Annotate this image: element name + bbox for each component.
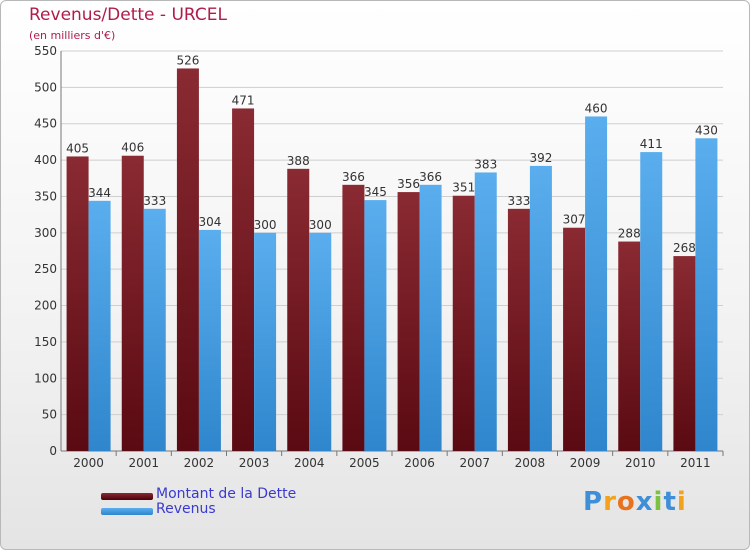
y-tick-label: 250 bbox=[34, 262, 57, 276]
data-label-revenus: 383 bbox=[474, 157, 497, 171]
bar-dette bbox=[232, 108, 255, 452]
logo-letter: r bbox=[603, 487, 617, 517]
data-label-revenus: 300 bbox=[309, 218, 332, 232]
x-tick-label: 2004 bbox=[294, 456, 325, 470]
logo-letter: P bbox=[583, 487, 604, 517]
bar-revenus bbox=[695, 138, 718, 452]
data-label-revenus: 304 bbox=[198, 215, 221, 229]
y-tick-label: 450 bbox=[34, 117, 57, 131]
data-label-dette: 307 bbox=[563, 213, 586, 227]
bar-revenus bbox=[88, 200, 111, 451]
data-label-dette: 388 bbox=[287, 154, 310, 168]
bar-revenus bbox=[640, 152, 663, 451]
bar-dette bbox=[287, 168, 310, 451]
bar-dette bbox=[673, 256, 696, 451]
legend-label-revenus: Revenus bbox=[156, 501, 216, 517]
bar-revenus bbox=[585, 116, 608, 452]
logo-letter: x bbox=[635, 487, 654, 517]
legend-swatch-revenus bbox=[101, 508, 153, 515]
legend-label-dette: Montant de la Dette bbox=[156, 486, 297, 502]
data-labels: 4053444063335263044713003883003663453563… bbox=[66, 53, 718, 255]
grid-lines bbox=[61, 50, 723, 452]
bar-dette bbox=[452, 195, 475, 451]
chart-subtitle: (en milliers d'€) bbox=[29, 29, 116, 42]
x-tick-label: 2007 bbox=[459, 456, 490, 470]
bar-dette bbox=[507, 208, 530, 451]
proxiti-logo: Proxiti bbox=[583, 487, 687, 517]
bar-dette bbox=[176, 68, 199, 452]
data-label-dette: 366 bbox=[342, 170, 365, 184]
data-label-revenus: 345 bbox=[364, 185, 387, 199]
data-label-dette: 333 bbox=[507, 194, 530, 208]
data-label-revenus: 411 bbox=[640, 137, 663, 151]
x-tick-label: 2003 bbox=[239, 456, 270, 470]
data-label-dette: 526 bbox=[176, 53, 199, 67]
data-label-revenus: 460 bbox=[585, 101, 608, 115]
x-tick-label: 2002 bbox=[184, 456, 215, 470]
y-tick-label: 400 bbox=[34, 153, 57, 167]
logo-letter: t bbox=[663, 487, 677, 517]
legend-swatch-dette bbox=[101, 493, 153, 500]
bars bbox=[66, 68, 718, 452]
data-label-dette: 471 bbox=[232, 93, 255, 107]
y-tick-label: 50 bbox=[42, 408, 57, 422]
data-label-dette: 406 bbox=[121, 141, 144, 155]
bar-dette bbox=[563, 227, 586, 451]
bar-revenus bbox=[419, 184, 442, 451]
x-tick-label: 2001 bbox=[128, 456, 159, 470]
data-label-dette: 268 bbox=[673, 241, 696, 255]
axes: 0 50 100 150 200 250 300 350 400 450 500 550 2000 200… bbox=[34, 44, 724, 470]
bar-revenus bbox=[529, 165, 552, 451]
bar-revenus bbox=[254, 232, 277, 451]
y-tick-label: 200 bbox=[34, 299, 57, 313]
bar-revenus bbox=[474, 172, 497, 452]
data-label-dette: 288 bbox=[618, 227, 641, 241]
bar-dette bbox=[342, 184, 365, 451]
data-label-revenus: 300 bbox=[254, 218, 277, 232]
data-label-dette: 356 bbox=[397, 177, 420, 191]
chart-title: Revenus/Dette - URCEL bbox=[29, 5, 227, 25]
x-tick-label: 2008 bbox=[515, 456, 546, 470]
bar-dette bbox=[66, 156, 89, 452]
bar-revenus bbox=[309, 232, 332, 451]
bar-revenus bbox=[198, 229, 221, 451]
x-tick-label: 2009 bbox=[570, 456, 601, 470]
data-label-revenus: 333 bbox=[143, 194, 166, 208]
bar-dette bbox=[121, 155, 144, 451]
bar-dette bbox=[618, 241, 641, 451]
data-label-revenus: 366 bbox=[419, 170, 442, 184]
y-tick-label: 100 bbox=[34, 371, 57, 385]
data-label-revenus: 344 bbox=[88, 186, 111, 200]
y-tick-label: 150 bbox=[34, 335, 57, 349]
logo-letter: i bbox=[676, 487, 687, 517]
logo-letter: i bbox=[653, 487, 664, 517]
y-tick-label: 300 bbox=[34, 226, 57, 240]
y-tick-label: 550 bbox=[34, 44, 57, 58]
x-tick-label: 2010 bbox=[625, 456, 656, 470]
data-label-revenus: 430 bbox=[695, 123, 718, 137]
bar-revenus bbox=[364, 200, 387, 451]
bar-revenus bbox=[143, 208, 166, 451]
data-label-revenus: 392 bbox=[529, 151, 552, 165]
logo-letter: o bbox=[616, 487, 636, 517]
y-tick-label: 500 bbox=[34, 80, 57, 94]
data-label-dette: 405 bbox=[66, 141, 89, 155]
bar-dette bbox=[397, 192, 420, 451]
data-label-dette: 351 bbox=[452, 181, 475, 195]
x-tick-label: 2011 bbox=[680, 456, 711, 470]
y-tick-label: 350 bbox=[34, 189, 57, 203]
y-tick-label: 0 bbox=[49, 444, 57, 458]
x-tick-label: 2005 bbox=[349, 456, 380, 470]
x-tick-label: 2000 bbox=[73, 456, 104, 470]
x-tick-label: 2006 bbox=[404, 456, 435, 470]
